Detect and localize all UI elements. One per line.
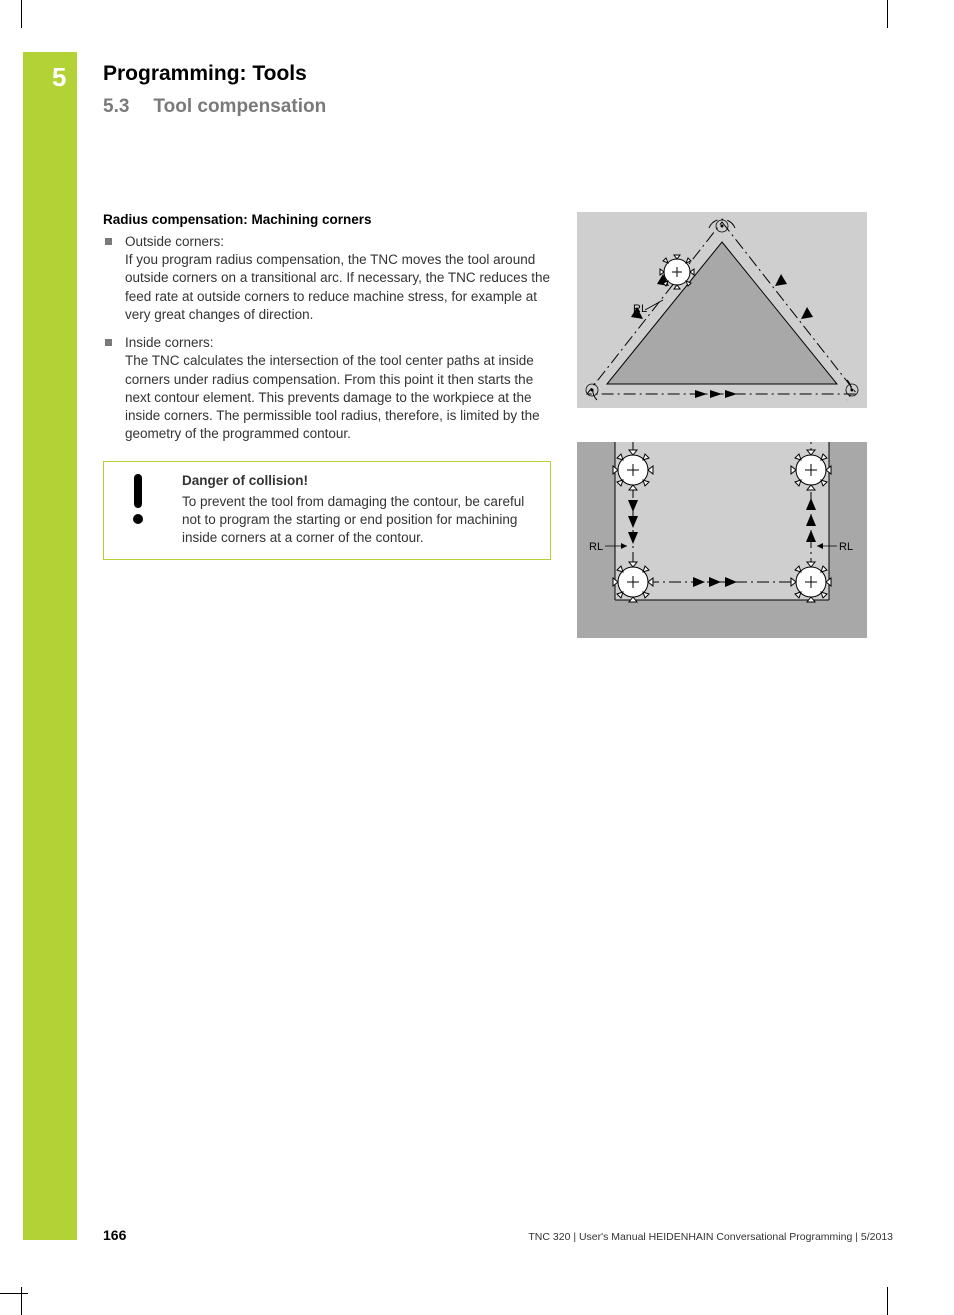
warning-title: Danger of collision!: [182, 472, 538, 490]
page-number: 166: [103, 1227, 126, 1243]
list-item: Inside corners: The TNC calculates the i…: [103, 334, 551, 443]
list-item-title: Outside corners:: [125, 233, 551, 251]
figure-outside-corners: RL: [577, 212, 867, 408]
section-number: 5.3: [103, 96, 129, 117]
warning-body: To prevent the tool from damaging the co…: [182, 494, 524, 545]
crop-mark: [0, 1293, 28, 1294]
exclamation-icon: [116, 472, 160, 547]
section-title: 5.3 Tool compensation: [103, 96, 893, 118]
figure-inside-corners: RL RL: [577, 442, 867, 638]
list-item-body: If you program radius compensation, the …: [125, 252, 550, 322]
document-info: TNC 320 | User's Manual HEIDENHAIN Conve…: [528, 1231, 893, 1243]
crop-mark: [887, 1287, 888, 1315]
section-name: Tool compensation: [153, 96, 326, 117]
chapter-sidebar: [23, 52, 77, 1240]
subsection-heading: Radius compensation: Machining corners: [103, 212, 551, 227]
list-item-body: The TNC calculates the intersection of t…: [125, 353, 540, 441]
chapter-number: 5: [52, 62, 66, 93]
crop-mark: [21, 0, 22, 28]
bullet-list: Outside corners: If you program radius c…: [103, 233, 551, 443]
list-item: Outside corners: If you program radius c…: [103, 233, 551, 324]
crop-mark: [21, 1287, 22, 1315]
list-item-title: Inside corners:: [125, 334, 551, 352]
figure-label-rl: RL: [589, 541, 603, 553]
figure-label-rl: RL: [633, 303, 647, 315]
chapter-title: Programming: Tools: [103, 62, 893, 86]
figure-label-rl: RL: [839, 541, 853, 553]
warning-box: Danger of collision! To prevent the tool…: [103, 461, 551, 560]
crop-mark: [887, 0, 888, 28]
